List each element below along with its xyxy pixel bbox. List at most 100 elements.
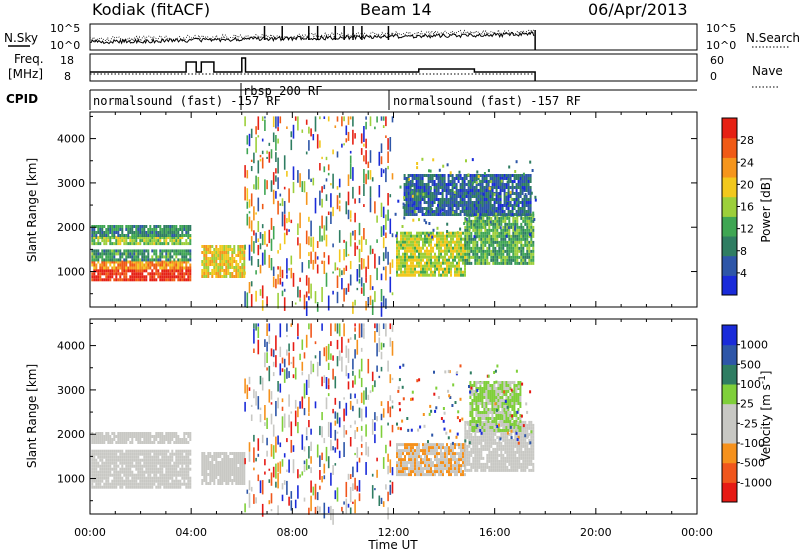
heatmap-cell	[461, 204, 464, 207]
heatmap-cell	[231, 479, 234, 482]
heatmap-cell	[203, 260, 206, 263]
heatmap-cell	[207, 455, 210, 458]
heatmap-cell	[418, 464, 420, 468]
scatter-echo	[288, 229, 290, 232]
heatmap-cell	[185, 458, 188, 462]
heatmap-cell	[97, 242, 100, 246]
heatmap-cell	[187, 236, 190, 240]
heatmap-cell	[416, 231, 418, 235]
colorbar-tick-label: 12	[740, 223, 754, 236]
heatmap-cell	[404, 249, 406, 253]
heatmap-cell	[416, 240, 418, 244]
heatmap-cell	[179, 461, 182, 465]
heatmap-cell	[436, 452, 438, 456]
heatmap-cell	[396, 270, 398, 274]
heatmap-cell	[119, 455, 122, 459]
heatmap-cell	[416, 234, 418, 238]
heatmap-cell	[217, 269, 220, 272]
heatmap-cell	[225, 467, 228, 470]
heatmap-cell	[225, 269, 228, 272]
heatmap-cell	[411, 174, 414, 177]
heatmap-cell	[479, 174, 482, 177]
heatmap-cell	[510, 222, 513, 226]
sparse-echo	[413, 202, 416, 206]
noise-right-tick-top: 10^5	[706, 22, 736, 35]
heatmap-cell	[183, 255, 186, 259]
heatmap-cell	[448, 243, 450, 247]
heatmap-cell	[241, 254, 244, 257]
heatmap-cell	[486, 459, 489, 463]
heatmap-cell	[141, 239, 144, 243]
heatmap-cell	[219, 473, 222, 476]
heatmap-cell	[219, 260, 222, 263]
heatmap-cell	[209, 260, 212, 263]
heatmap-cell	[125, 441, 128, 444]
heatmap-cell	[227, 260, 230, 263]
heatmap-cell	[408, 449, 410, 453]
heatmap-cell	[91, 452, 94, 456]
scatter-echo	[266, 150, 268, 154]
heatmap-cell	[506, 255, 509, 259]
heatmap-cell	[211, 458, 214, 461]
heatmap-cell	[119, 485, 122, 489]
heatmap-cell	[97, 231, 100, 234]
heatmap-cell	[137, 473, 140, 477]
heatmap-cell	[141, 275, 144, 279]
heatmap-cell	[438, 270, 440, 274]
heatmap-cell	[217, 257, 220, 260]
heatmap-cell	[93, 249, 96, 253]
heatmap-cell	[441, 180, 444, 183]
heatmap-cell	[402, 243, 404, 247]
heatmap-cell	[475, 183, 478, 186]
heatmap-cell	[157, 255, 160, 259]
scatter-echo	[354, 299, 356, 306]
heatmap-cell	[167, 260, 170, 264]
heatmap-cell	[179, 236, 182, 240]
heatmap-cell	[494, 249, 497, 253]
heatmap-cell	[219, 476, 222, 479]
heatmap-cell	[143, 266, 146, 270]
heatmap-cell	[517, 177, 520, 180]
heatmap-cell	[518, 240, 521, 244]
heatmap-cell	[175, 452, 178, 456]
heatmap-cell	[143, 485, 146, 489]
heatmap-cell	[447, 207, 450, 210]
heatmap-cell	[492, 243, 495, 247]
scatter-echo	[266, 243, 268, 247]
heatmap-cell	[417, 201, 420, 204]
heatmap-cell	[173, 242, 176, 246]
heatmap-cell	[441, 174, 444, 177]
heatmap-cell	[189, 272, 192, 276]
heatmap-cell	[452, 458, 454, 462]
heatmap-cell	[488, 237, 491, 241]
sparse-echo	[467, 173, 470, 177]
heatmap-cell	[201, 470, 204, 473]
heatmap-cell	[496, 444, 499, 448]
sparse-echo	[529, 160, 532, 164]
heatmap-cell	[133, 234, 136, 237]
scatter-echo	[261, 285, 264, 299]
heatmap-cell	[155, 269, 158, 273]
heatmap-cell	[147, 249, 150, 253]
heatmap-cell	[450, 243, 452, 247]
heatmap-cell	[95, 231, 98, 234]
heatmap-cell	[456, 249, 458, 253]
scatter-echo	[305, 275, 308, 286]
scatter-echo	[327, 255, 330, 265]
heatmap-cell	[147, 231, 150, 234]
heatmap-cell	[225, 482, 228, 485]
heatmap-cell	[424, 237, 426, 241]
colorbar-tick-label: 24	[740, 156, 754, 169]
heatmap-cell	[137, 255, 140, 259]
heatmap-cell	[472, 441, 475, 445]
heatmap-cell	[97, 260, 100, 264]
heatmap-cell	[421, 207, 424, 210]
heatmap-cell	[458, 252, 460, 256]
heatmap-cell	[408, 246, 410, 250]
heatmap-cell	[494, 453, 497, 457]
sparse-echo	[437, 175, 440, 179]
scatter-echo	[314, 116, 317, 132]
heatmap-cell	[466, 462, 469, 466]
heatmap-cell	[129, 455, 132, 459]
heatmap-cell	[127, 473, 130, 477]
